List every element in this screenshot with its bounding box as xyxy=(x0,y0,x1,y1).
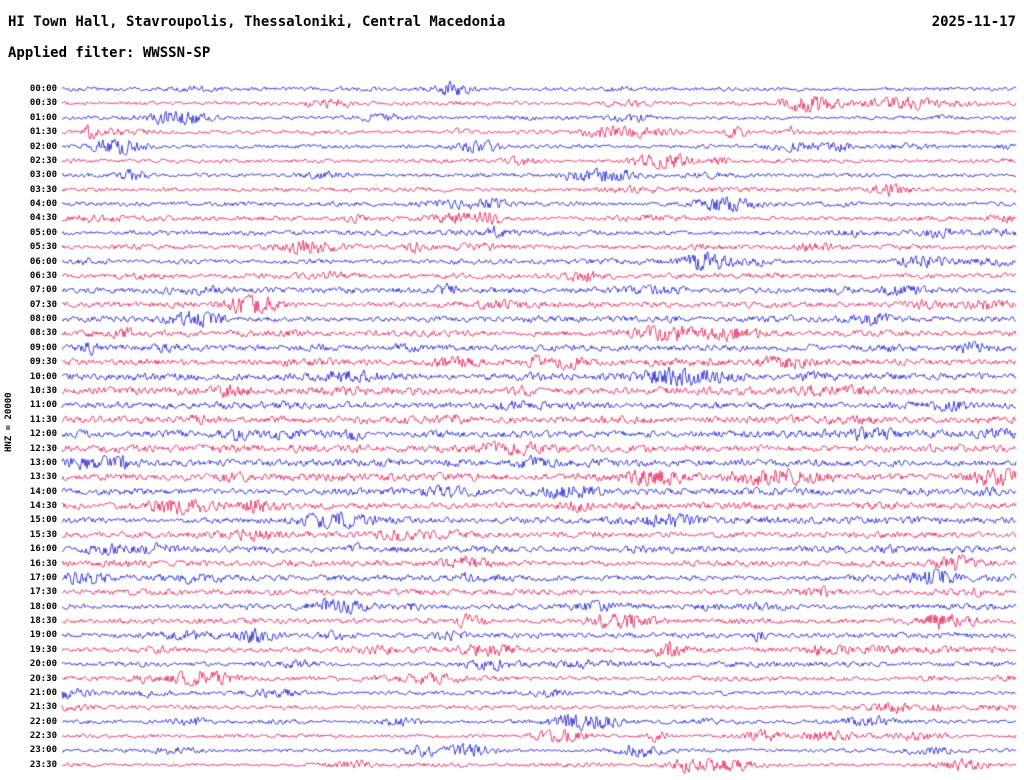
time-label: 21:00 xyxy=(29,687,57,698)
time-label: 13:30 xyxy=(29,472,57,483)
time-label: 10:00 xyxy=(29,371,57,382)
time-label: 15:00 xyxy=(29,515,57,526)
time-label: 22:30 xyxy=(29,731,57,742)
time-label: 12:00 xyxy=(29,429,57,440)
time-label: 03:00 xyxy=(29,170,57,181)
time-label: 04:30 xyxy=(29,213,57,224)
time-label: 19:00 xyxy=(29,630,57,641)
time-label: 00:30 xyxy=(29,98,57,109)
time-label: 13:00 xyxy=(29,457,57,468)
time-label: 14:30 xyxy=(29,501,57,512)
time-label: 23:00 xyxy=(29,745,57,756)
time-label: 21:30 xyxy=(29,702,57,713)
time-label: 07:30 xyxy=(29,299,57,310)
time-label: 23:30 xyxy=(29,759,57,770)
time-label: 16:30 xyxy=(29,558,57,569)
time-label: 10:30 xyxy=(29,385,57,396)
time-label: 11:30 xyxy=(29,414,57,425)
time-label: 09:00 xyxy=(29,342,57,353)
time-label: 19:30 xyxy=(29,644,57,655)
time-label: 02:00 xyxy=(29,141,57,152)
time-label: 01:30 xyxy=(29,127,57,138)
time-label: 08:00 xyxy=(29,314,57,325)
time-label: 08:30 xyxy=(29,328,57,339)
time-label: 11:00 xyxy=(29,400,57,411)
time-label: 03:30 xyxy=(29,184,57,195)
date-label: 2025-11-17 xyxy=(931,14,1016,30)
time-label: 20:00 xyxy=(29,659,57,670)
time-label: 02:30 xyxy=(29,155,57,166)
time-label: 17:30 xyxy=(29,587,57,598)
filter-label: Applied filter: WWSSN-SP xyxy=(8,45,211,61)
time-label: 18:30 xyxy=(29,616,57,627)
time-label: 18:00 xyxy=(29,601,57,612)
time-label: 20:30 xyxy=(29,673,57,684)
time-label: 14:00 xyxy=(29,486,57,497)
station-title: HI Town Hall, Stavroupolis, Thessaloniki… xyxy=(8,14,506,30)
time-label: 01:00 xyxy=(29,112,57,123)
time-label: 06:00 xyxy=(29,256,57,267)
time-label: 05:30 xyxy=(29,242,57,253)
time-label: 09:30 xyxy=(29,357,57,368)
time-label: 22:00 xyxy=(29,716,57,727)
time-label: 05:00 xyxy=(29,227,57,238)
time-label: 00:00 xyxy=(29,84,57,94)
time-label: 04:00 xyxy=(29,199,57,210)
time-label: 06:30 xyxy=(29,270,57,281)
time-label: 17:00 xyxy=(29,572,57,583)
time-label: 07:00 xyxy=(29,285,57,296)
time-label: 16:00 xyxy=(29,544,57,555)
time-label: 12:30 xyxy=(29,443,57,454)
time-label: 15:30 xyxy=(29,529,57,540)
